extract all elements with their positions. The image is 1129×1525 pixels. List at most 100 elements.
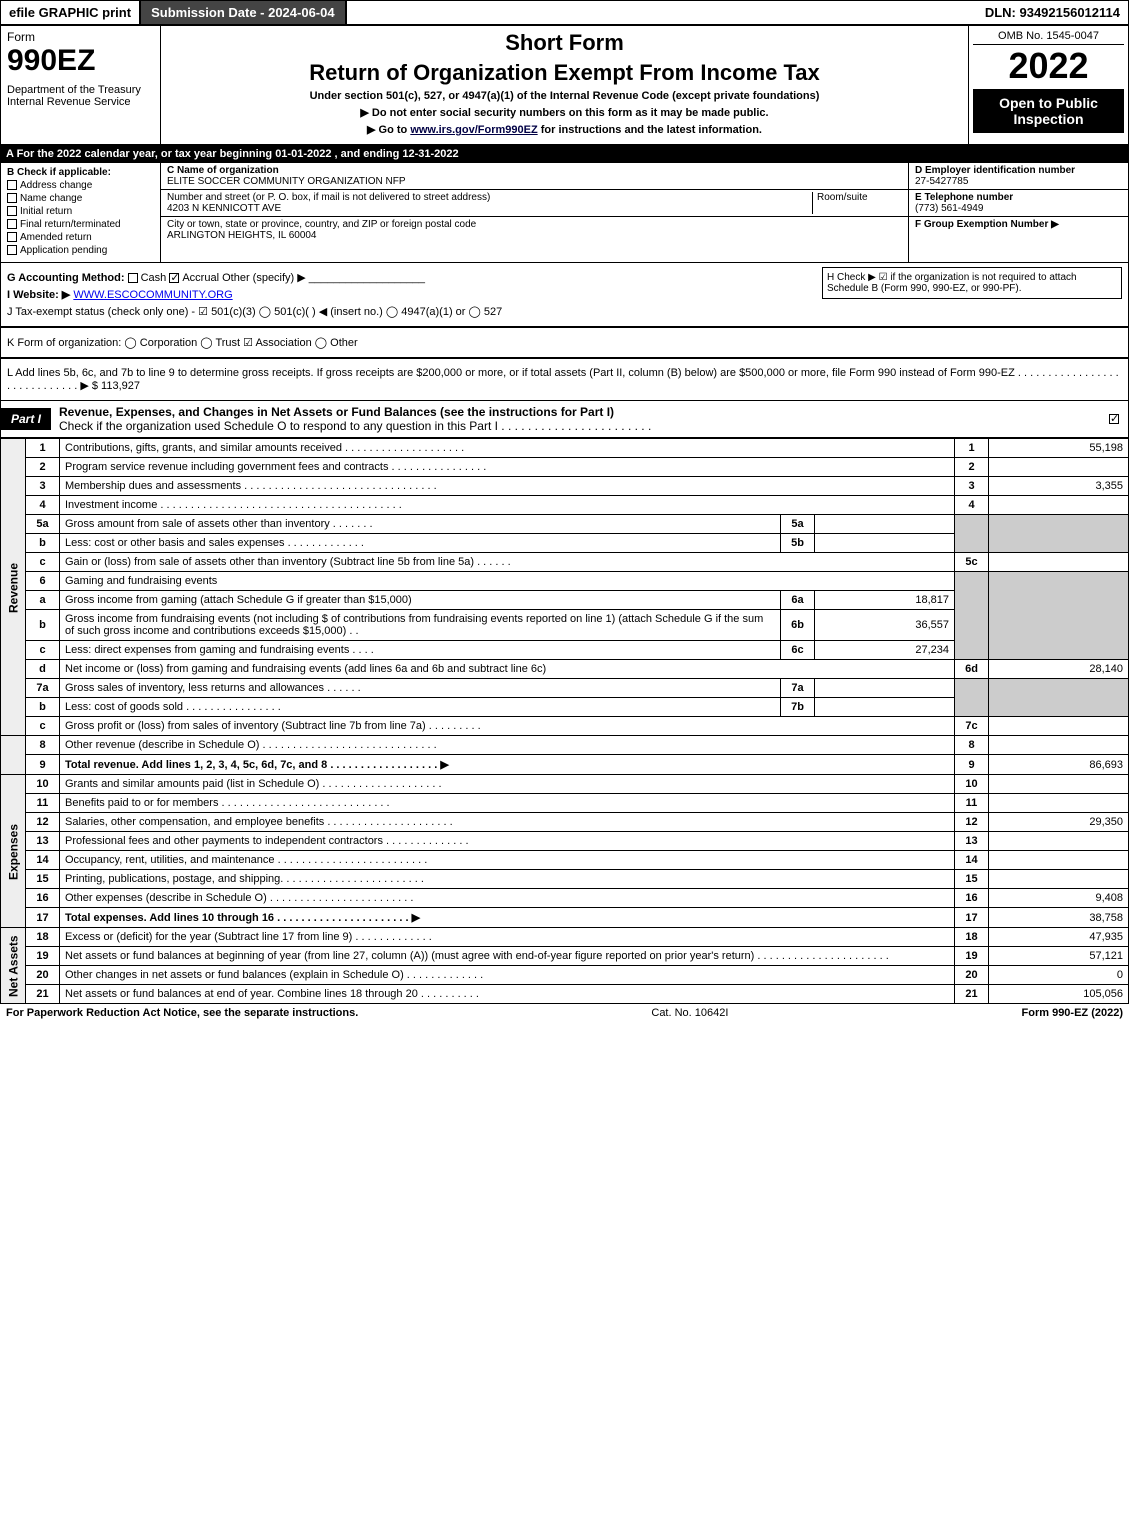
k-section: K Form of organization: ◯ Corporation ◯ … bbox=[0, 327, 1129, 358]
part1-checkbox[interactable] bbox=[1103, 411, 1128, 427]
line-20-num: 20 bbox=[26, 966, 60, 985]
line-6b-mnum: 6b bbox=[781, 610, 815, 641]
line-5ab-shade-val bbox=[989, 515, 1129, 553]
line-18-num: 18 bbox=[26, 928, 60, 947]
part1-header: Part I Revenue, Expenses, and Changes in… bbox=[0, 401, 1129, 438]
line-10-desc: Grants and similar amounts paid (list in… bbox=[60, 775, 955, 794]
form-header: Form 990EZ Department of the Treasury In… bbox=[0, 25, 1129, 145]
b-name-change[interactable]: Name change bbox=[7, 193, 154, 204]
line-7a-num: 7a bbox=[26, 679, 60, 698]
line-4-num: 4 bbox=[26, 496, 60, 515]
line-1-num: 1 bbox=[26, 439, 60, 458]
b-final-return[interactable]: Final return/terminated bbox=[7, 219, 154, 230]
line-8-desc: Other revenue (describe in Schedule O) .… bbox=[60, 736, 955, 755]
line-5b-mnum: 5b bbox=[781, 534, 815, 553]
tax-year: 2022 bbox=[973, 45, 1124, 87]
line-6d-desc: Net income or (loss) from gaming and fun… bbox=[60, 660, 955, 679]
c-city-label: City or town, state or province, country… bbox=[167, 219, 476, 230]
irs-link[interactable]: www.irs.gov/Form990EZ bbox=[410, 124, 537, 136]
b-initial-return[interactable]: Initial return bbox=[7, 206, 154, 217]
line-12-desc: Salaries, other compensation, and employ… bbox=[60, 813, 955, 832]
line-5a-mnum: 5a bbox=[781, 515, 815, 534]
line-4-desc: Investment income . . . . . . . . . . . … bbox=[60, 496, 955, 515]
line-15-desc: Printing, publications, postage, and shi… bbox=[60, 870, 955, 889]
part1-tag: Part I bbox=[1, 408, 51, 430]
section-def: D Employer identification number 27-5427… bbox=[908, 163, 1128, 262]
line-6-desc: Gaming and fundraising events bbox=[60, 572, 955, 591]
line-5c-val bbox=[989, 553, 1129, 572]
line-7a-mval bbox=[815, 679, 955, 698]
line-6d-rnum: 6d bbox=[955, 660, 989, 679]
department-label: Department of the Treasury Internal Reve… bbox=[7, 84, 154, 108]
line-6d-num: d bbox=[26, 660, 60, 679]
website-link[interactable]: WWW.ESCOCOMMUNITY.ORG bbox=[73, 289, 232, 301]
line-11-desc: Benefits paid to or for members . . . . … bbox=[60, 794, 955, 813]
section-bcdef: B Check if applicable: Address change Na… bbox=[0, 163, 1129, 263]
line-18-rnum: 18 bbox=[955, 928, 989, 947]
line-6a-mval: 18,817 bbox=[815, 591, 955, 610]
line-19-desc: Net assets or fund balances at beginning… bbox=[60, 947, 955, 966]
e-value: (773) 561-4949 bbox=[915, 203, 983, 214]
row-a-tax-year: A For the 2022 calendar year, or tax yea… bbox=[0, 145, 1129, 163]
line-21-num: 21 bbox=[26, 985, 60, 1004]
revenue-side-label: Revenue bbox=[1, 439, 26, 736]
line-3-rnum: 3 bbox=[955, 477, 989, 496]
k-row: K Form of organization: ◯ Corporation ◯ … bbox=[7, 336, 1122, 349]
line-6a-num: a bbox=[26, 591, 60, 610]
line-5a-mval bbox=[815, 515, 955, 534]
part1-check-note: Check if the organization used Schedule … bbox=[59, 419, 651, 433]
line-16-num: 16 bbox=[26, 889, 60, 908]
line-18-desc: Excess or (deficit) for the year (Subtra… bbox=[60, 928, 955, 947]
line-10-num: 10 bbox=[26, 775, 60, 794]
g-cash-checkbox[interactable] bbox=[128, 273, 138, 283]
line-8-rnum: 8 bbox=[955, 736, 989, 755]
c-name-value: ELITE SOCCER COMMUNITY ORGANIZATION NFP bbox=[167, 176, 406, 187]
line-19-num: 19 bbox=[26, 947, 60, 966]
line-11-num: 11 bbox=[26, 794, 60, 813]
line-5c-desc: Gain or (loss) from sale of assets other… bbox=[60, 553, 955, 572]
line-5c-rnum: 5c bbox=[955, 553, 989, 572]
b-application-pending[interactable]: Application pending bbox=[7, 245, 154, 256]
line-5ab-shade bbox=[955, 515, 989, 553]
line-6b-num: b bbox=[26, 610, 60, 641]
efile-print-label[interactable]: efile GRAPHIC print bbox=[1, 1, 141, 24]
line-5b-mval bbox=[815, 534, 955, 553]
line-15-rnum: 15 bbox=[955, 870, 989, 889]
line-19-val: 57,121 bbox=[989, 947, 1129, 966]
g-accrual-checkbox[interactable] bbox=[169, 273, 179, 283]
line-13-val bbox=[989, 832, 1129, 851]
line-6b-mval: 36,557 bbox=[815, 610, 955, 641]
line-6a-mnum: 6a bbox=[781, 591, 815, 610]
line-3-desc: Membership dues and assessments . . . . … bbox=[60, 477, 955, 496]
line-7b-mval bbox=[815, 698, 955, 717]
line-7a-mnum: 7a bbox=[781, 679, 815, 698]
line-6b-desc: Gross income from fundraising events (no… bbox=[60, 610, 781, 641]
line-17-num: 17 bbox=[26, 908, 60, 928]
line-1-val: 55,198 bbox=[989, 439, 1129, 458]
line-7ab-shade-val bbox=[989, 679, 1129, 717]
line-3-val: 3,355 bbox=[989, 477, 1129, 496]
e-row: E Telephone number (773) 561-4949 bbox=[909, 190, 1128, 217]
line-4-val bbox=[989, 496, 1129, 515]
line-6c-mval: 27,234 bbox=[815, 641, 955, 660]
line-6-shade-val bbox=[989, 572, 1129, 660]
omb-number: OMB No. 1545-0047 bbox=[973, 30, 1124, 45]
line-12-num: 12 bbox=[26, 813, 60, 832]
subtitle-2: ▶ Do not enter social security numbers o… bbox=[167, 106, 962, 119]
c-name-label: C Name of organization bbox=[167, 165, 279, 176]
line-9-desc: Total revenue. Add lines 1, 2, 3, 4, 5c,… bbox=[60, 755, 955, 775]
line-21-val: 105,056 bbox=[989, 985, 1129, 1004]
b-amended-return[interactable]: Amended return bbox=[7, 232, 154, 243]
line-13-num: 13 bbox=[26, 832, 60, 851]
line-16-desc: Other expenses (describe in Schedule O) … bbox=[60, 889, 955, 908]
line-7c-val bbox=[989, 717, 1129, 736]
l-row: L Add lines 5b, 6c, and 7b to line 9 to … bbox=[7, 367, 1122, 392]
line-2-rnum: 2 bbox=[955, 458, 989, 477]
d-value: 27-5427785 bbox=[915, 176, 968, 187]
line-21-rnum: 21 bbox=[955, 985, 989, 1004]
short-form-title: Short Form bbox=[167, 30, 962, 56]
top-bar: efile GRAPHIC print Submission Date - 20… bbox=[0, 0, 1129, 25]
b-address-change[interactable]: Address change bbox=[7, 180, 154, 191]
top-spacer bbox=[347, 1, 977, 24]
d-label: D Employer identification number bbox=[915, 165, 1075, 176]
